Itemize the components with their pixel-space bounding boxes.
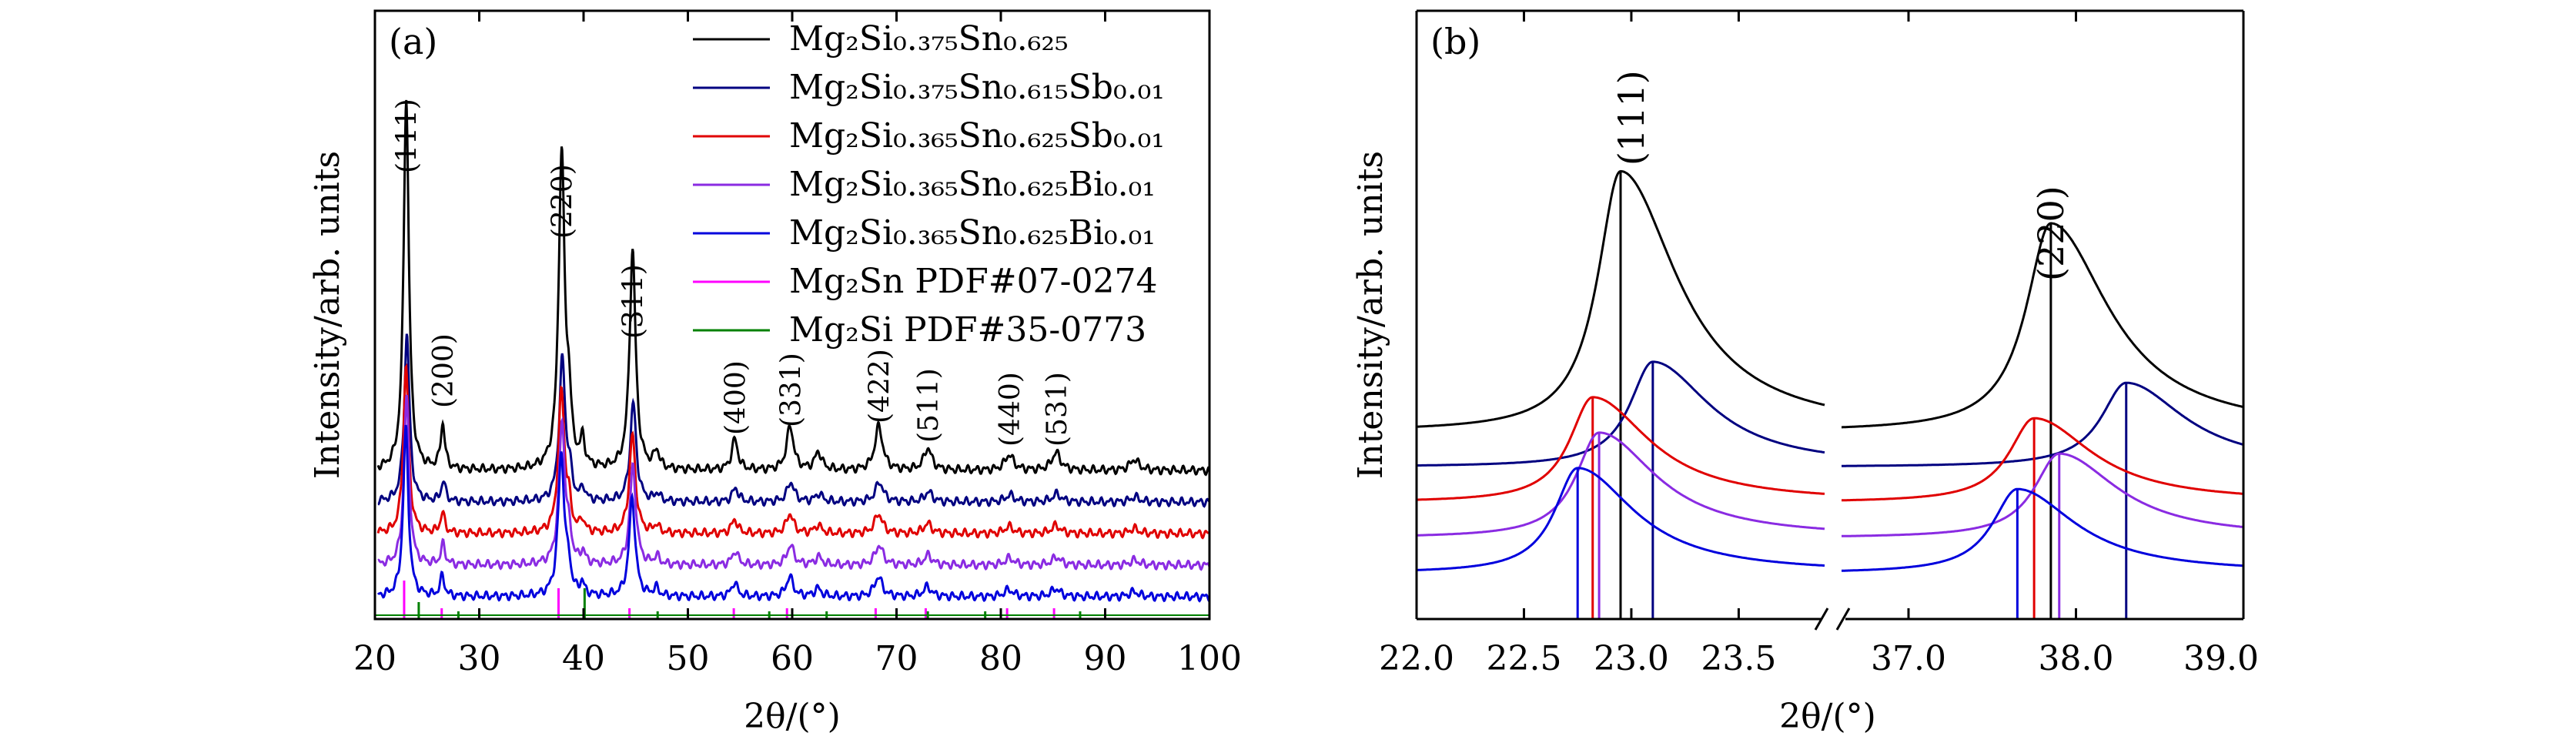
panel-b-x-axis-label: 2θ/(°) xyxy=(1779,697,1876,736)
axis-break-mark xyxy=(1835,607,1851,631)
series-3-111 xyxy=(1416,396,1825,501)
panel-a-y-axis-label: Intensity/arb. units xyxy=(308,151,347,479)
peak-label: (400) xyxy=(720,360,751,435)
series-1-220 xyxy=(1842,222,2243,429)
peak-label: (200) xyxy=(428,333,460,408)
x-tick-label: 50 xyxy=(667,639,710,678)
legend-label: Mg₂Sn PDF#07-0274 xyxy=(789,262,1157,301)
series-2-111 xyxy=(1417,360,1825,467)
x-tick-label: 22.5 xyxy=(1486,639,1561,678)
peak-label: (220) xyxy=(547,164,579,239)
peak-label: (311) xyxy=(618,264,650,339)
x-tick-label: 38.0 xyxy=(2039,639,2114,678)
legend-label: Mg₂Si₀.₃₆₅Sn₀.₆₂₅Sb₀.₀₁ xyxy=(789,116,1165,156)
series-2 xyxy=(377,333,1210,508)
peak-label: (511) xyxy=(913,368,945,443)
panel-b-peak-labels: (111) (220) xyxy=(1611,70,2072,281)
panel-b-frame xyxy=(1415,9,2245,631)
x-tick-label: 22.0 xyxy=(1379,639,1454,678)
series-4 xyxy=(377,394,1211,571)
x-tick-label: 60 xyxy=(771,639,814,678)
panel-b-x-ticks: 22.0 22.5 23.0 23.5 37.0 38.0 39.0 xyxy=(1379,11,2259,678)
series-3 xyxy=(376,363,1210,540)
series-5-111 xyxy=(1417,467,1825,571)
panel-b-label: (b) xyxy=(1430,21,1480,62)
legend-label: Mg₂Si₀.₃₆₅Sn₀.₆₂₅Bi₀.₀₁ xyxy=(789,213,1156,253)
axis-break-mark xyxy=(1814,607,1829,631)
peak-label: (331) xyxy=(775,353,807,427)
x-tick-label: 20 xyxy=(353,639,396,678)
x-tick-label: 80 xyxy=(979,639,1022,678)
x-tick-label: 30 xyxy=(458,639,501,678)
panel-a-label: (a) xyxy=(389,21,437,62)
series-4-220 xyxy=(1842,452,2243,537)
peak-label: (531) xyxy=(1042,372,1073,447)
series-5-220 xyxy=(1842,487,2243,572)
panel-a-traces xyxy=(376,99,1211,603)
series-3-220 xyxy=(1842,417,2243,502)
legend: Mg₂Si₀.₃₇₅Sn₀.₆₂₅ Mg₂Si₀.₃₇₅Sn₀.₆₁₅Sb₀.₀₁… xyxy=(693,19,1165,350)
series-1 xyxy=(376,99,1211,477)
legend-label: Mg₂Si PDF#35-0773 xyxy=(789,310,1146,350)
x-tick-label: 100 xyxy=(1177,639,1242,678)
x-tick-label: 70 xyxy=(875,639,918,678)
x-tick-label: 90 xyxy=(1084,639,1127,678)
x-tick-label: 37.0 xyxy=(1871,639,1946,678)
legend-label: Mg₂Si₀.₃₇₅Sn₀.₆₂₅ xyxy=(789,19,1069,59)
panel-a-x-ticks: 20 30 40 50 60 70 80 90 100 xyxy=(353,11,1242,678)
peak-label: (422) xyxy=(864,349,895,423)
x-tick-label: 39.0 xyxy=(2183,639,2259,678)
peak-label: (111) xyxy=(392,99,423,173)
peak-label: (440) xyxy=(995,372,1026,447)
x-tick-label: 40 xyxy=(562,639,605,678)
series-5 xyxy=(376,424,1210,603)
panel-b: 22.0 22.5 23.0 23.5 37.0 38.0 39.0 (b) 2θ/(°) … xyxy=(1351,9,2259,736)
panel-a-peak-labels: (111) (200) (220) (311) (400) (331) (422) (511)… xyxy=(392,99,1073,447)
peak-label: (220) xyxy=(2030,186,2072,281)
legend-label: Mg₂Si₀.₃₇₅Sn₀.₆₁₅Sb₀.₀₁ xyxy=(789,68,1165,107)
peak-label: (111) xyxy=(1611,70,1652,166)
series-4-111 xyxy=(1416,431,1825,537)
legend-label: Mg₂Si₀.₃₆₅Sn₀.₆₂₅Bi₀.₀₁ xyxy=(789,165,1156,204)
panel-b-y-axis-label: Intensity/arb. units xyxy=(1351,151,1390,479)
panel-a-x-axis-label: 2θ/(°) xyxy=(744,697,841,736)
panel-b-traces xyxy=(1416,169,2243,619)
panel-a: 20 30 40 50 60 70 80 90 100 (a) 2θ/(°) Intensity… xyxy=(308,9,1242,736)
x-tick-label: 23.5 xyxy=(1701,639,1776,678)
x-tick-label: 23.0 xyxy=(1594,639,1669,678)
series-2-220 xyxy=(1842,381,2243,467)
